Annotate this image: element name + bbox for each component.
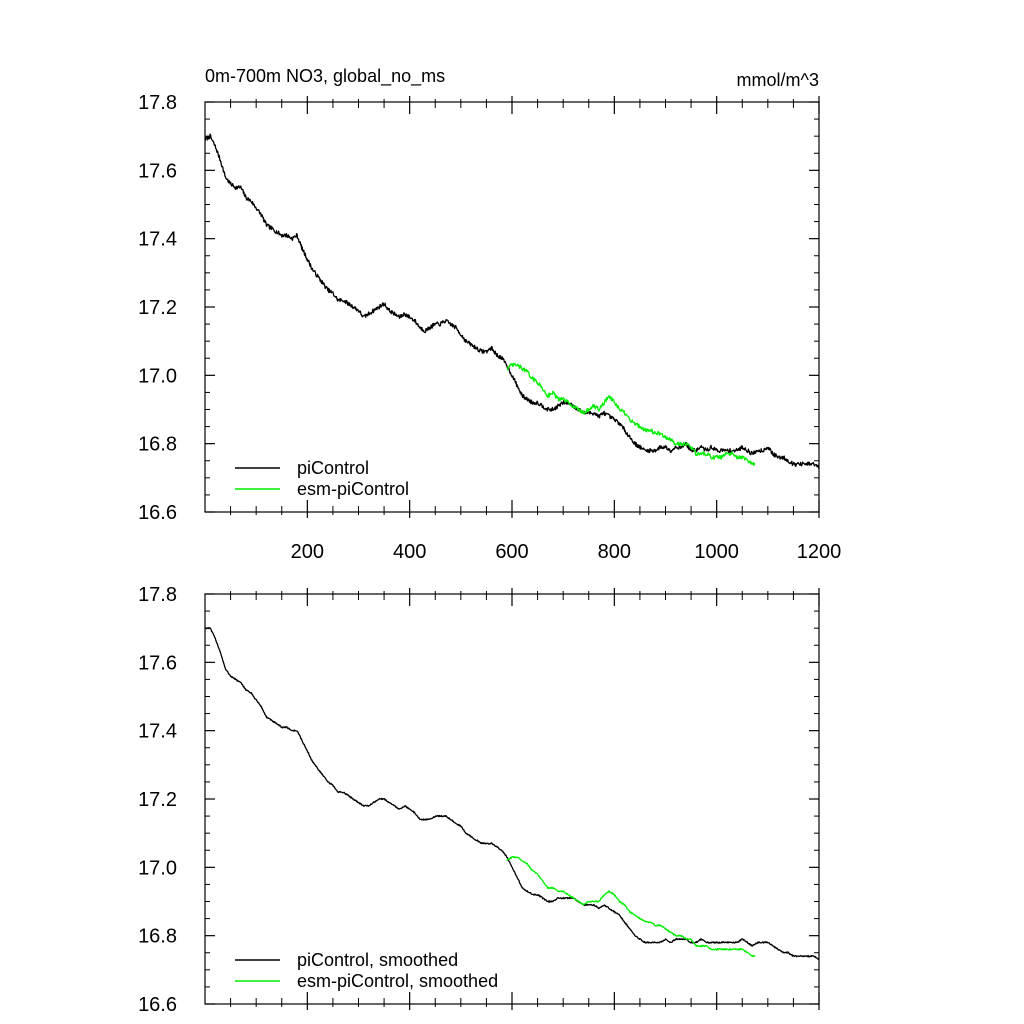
y-tick-label: 17.2 bbox=[138, 789, 177, 811]
legend-label: piControl bbox=[297, 458, 369, 478]
y-tick-label: 17.0 bbox=[138, 365, 177, 387]
y-tick-label: 16.8 bbox=[138, 926, 177, 948]
y-tick-label: 16.6 bbox=[138, 502, 177, 524]
y-tick-label: 17.4 bbox=[138, 721, 177, 743]
chart-title: 0m-700m NO3, global_no_ms bbox=[205, 66, 445, 87]
y-tick-label: 17.6 bbox=[138, 160, 177, 182]
x-tick-label: 1200 bbox=[797, 541, 842, 563]
legend-label: piControl, smoothed bbox=[297, 950, 458, 970]
y-tick-label: 17.8 bbox=[138, 92, 177, 114]
x-tick-label: 600 bbox=[495, 541, 528, 563]
units-label: mmol/m^3 bbox=[737, 70, 819, 90]
y-tick-label: 17.2 bbox=[138, 297, 177, 319]
x-tick-label: 1000 bbox=[694, 541, 739, 563]
panel-top: 0m-700m NO3, global_no_ms mmol/m^3 16.6 1… bbox=[138, 66, 841, 563]
y-tick-label: 17.4 bbox=[138, 229, 177, 251]
y-tick-label: 16.6 bbox=[138, 994, 177, 1016]
legend-label: esm-piControl bbox=[297, 479, 409, 499]
series-line bbox=[204, 133, 820, 469]
legend-label: esm-piControl, smoothed bbox=[297, 971, 498, 991]
y-tick-label: 17.8 bbox=[138, 584, 177, 606]
panel-bottom: 16.6 16.8 17.0 17.2 17.4 17.6 17.8 piControl, … bbox=[138, 584, 820, 1016]
x-tick-label: 200 bbox=[291, 541, 324, 563]
x-tick-label: 800 bbox=[598, 541, 631, 563]
x-tick-label: 400 bbox=[393, 541, 426, 563]
series-line bbox=[205, 626, 820, 961]
y-tick-label: 17.6 bbox=[138, 652, 177, 674]
y-tick-label: 17.0 bbox=[138, 857, 177, 879]
y-tick-label: 16.8 bbox=[138, 434, 177, 456]
series-line bbox=[506, 362, 756, 467]
series-line bbox=[506, 855, 756, 958]
